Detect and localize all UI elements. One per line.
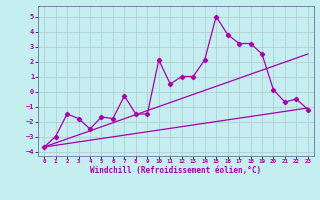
- X-axis label: Windchill (Refroidissement éolien,°C): Windchill (Refroidissement éolien,°C): [91, 166, 261, 175]
